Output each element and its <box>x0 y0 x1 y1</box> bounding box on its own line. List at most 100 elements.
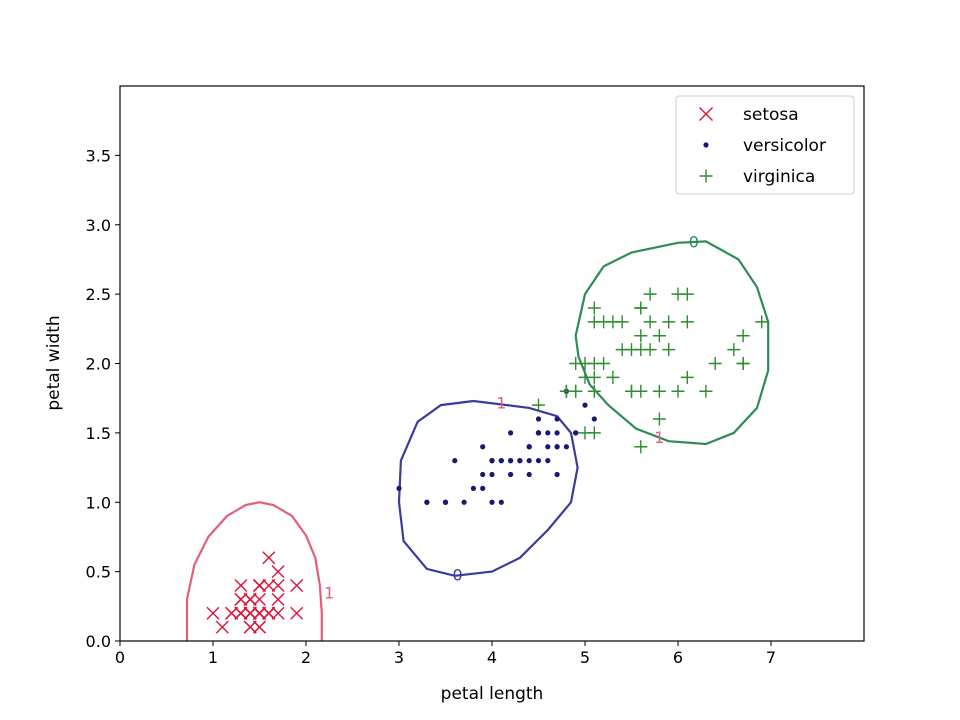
x-tick-label: 3 <box>394 648 404 667</box>
legend-box <box>675 95 855 195</box>
marker-dot <box>517 458 523 464</box>
x-tick-label: 1 <box>208 648 218 667</box>
marker-x <box>225 606 239 620</box>
contour-layer: 1 0 0 1 1 <box>185 232 770 641</box>
y-axis-label: petal width <box>44 315 64 410</box>
marker-x <box>243 606 257 620</box>
marker-x <box>215 620 229 634</box>
x-axis-label: petal length <box>441 684 544 704</box>
marker-dot <box>535 430 542 436</box>
series-versicolor <box>396 388 597 505</box>
marker-plus <box>578 370 592 384</box>
x-tick-label: 0 <box>115 648 125 667</box>
marker-dot <box>554 471 560 478</box>
marker-x <box>290 606 304 620</box>
marker-plus <box>587 384 601 398</box>
marker-dot <box>508 471 514 478</box>
marker-dot <box>582 402 588 408</box>
marker-dot <box>535 416 542 422</box>
points-layer <box>206 287 769 634</box>
marker-x <box>290 579 304 592</box>
marker-plus <box>559 384 573 398</box>
marker-dot <box>424 499 430 505</box>
marker-plus <box>708 357 722 370</box>
x-tick-label: 4 <box>487 648 497 667</box>
marker-plus <box>680 370 694 384</box>
series-setosa <box>206 551 304 634</box>
marker-dot <box>498 458 504 464</box>
marker-dot <box>442 499 449 505</box>
ticks-layer: 0 1 2 3 4 5 6 7 0.0 0.5 1.0 1.5 2.0 2.5 3.0 3.5 <box>86 146 777 667</box>
marker-dot <box>703 142 709 148</box>
marker-dot <box>498 499 504 505</box>
marker-plus <box>727 343 741 357</box>
marker-x <box>253 579 266 592</box>
marker-plus <box>606 370 620 384</box>
marker-dot <box>563 444 570 450</box>
legend-label: setosa <box>743 105 799 125</box>
legend-item-setosa: setosa <box>699 105 799 125</box>
legend-label: virginica <box>743 167 815 187</box>
contour-label-versicolor: 0 <box>452 565 462 584</box>
marker-x <box>253 620 266 634</box>
y-tick-label: 1.5 <box>86 424 111 443</box>
marker-plus <box>587 426 601 440</box>
marker-x <box>262 551 276 565</box>
marker-plus <box>652 412 666 426</box>
marker-plus <box>587 301 601 315</box>
marker-x <box>243 592 257 606</box>
marker-x <box>271 592 285 606</box>
contour-label-extra: 1 <box>654 428 664 447</box>
marker-dot <box>508 458 514 464</box>
marker-x <box>699 107 713 121</box>
y-tick-label: 3.0 <box>86 216 111 235</box>
marker-dot <box>591 416 597 422</box>
y-tick-label: 2.5 <box>86 285 111 304</box>
marker-dot <box>554 416 560 422</box>
marker-plus <box>615 315 629 329</box>
marker-dot <box>554 444 560 450</box>
marker-x <box>234 606 248 620</box>
marker-dot <box>535 458 542 464</box>
marker-dot <box>489 471 495 478</box>
x-tick-label: 2 <box>301 648 311 667</box>
marker-plus <box>597 315 611 329</box>
marker-plus <box>625 384 638 398</box>
marker-dot <box>396 485 402 491</box>
marker-plus <box>597 357 611 370</box>
marker-x <box>234 592 248 606</box>
legend-item-virginica: virginica <box>699 167 815 187</box>
marker-plus <box>699 384 713 398</box>
marker-plus <box>680 287 694 301</box>
y-tick-label: 0.5 <box>86 563 111 582</box>
series-virginica <box>532 287 769 454</box>
marker-dot <box>526 471 532 478</box>
marker-plus <box>680 315 694 329</box>
marker-plus <box>615 343 629 357</box>
y-tick-label: 1.0 <box>86 493 111 512</box>
legend-label: versicolor <box>743 136 826 156</box>
marker-x <box>253 606 266 620</box>
marker-plus <box>755 315 769 329</box>
marker-x <box>271 565 285 579</box>
marker-dot <box>545 458 551 464</box>
marker-dot <box>573 430 579 436</box>
marker-dot <box>489 499 495 505</box>
marker-x <box>271 606 285 620</box>
y-tick-label: 0.0 <box>86 632 111 651</box>
marker-plus <box>652 384 666 398</box>
marker-x <box>243 620 257 634</box>
marker-plus <box>634 329 648 343</box>
marker-plus <box>634 301 648 315</box>
marker-dot <box>452 458 458 464</box>
marker-plus <box>634 343 648 357</box>
marker-x <box>234 579 248 592</box>
marker-plus <box>699 169 713 183</box>
marker-dot <box>545 430 551 436</box>
marker-plus <box>662 343 676 357</box>
marker-dot <box>508 430 514 436</box>
marker-plus <box>643 315 657 329</box>
marker-x <box>262 579 276 592</box>
legend: setosa versicolor virginica <box>675 95 855 195</box>
